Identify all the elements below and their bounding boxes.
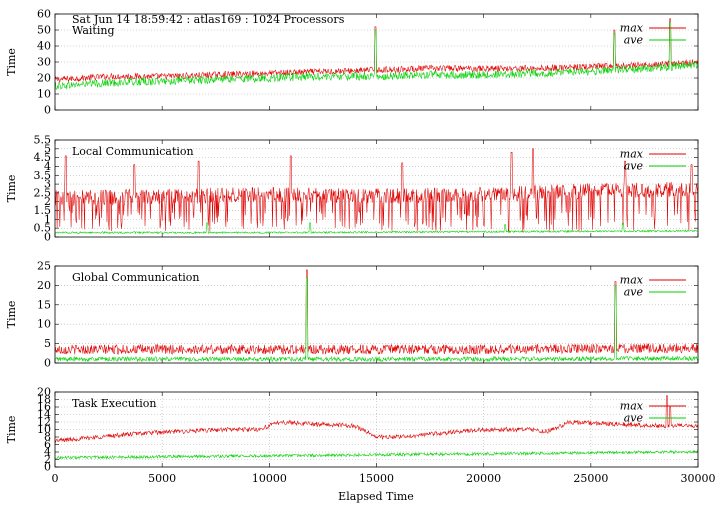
plot-frame (54, 265, 699, 364)
legend-label-ave: ave (624, 286, 644, 299)
legend-label-max: max (620, 400, 644, 413)
y-axis-label: Time (5, 175, 18, 203)
y-tick-label: 3.5 (34, 169, 52, 182)
legend-label-ave: ave (624, 34, 644, 47)
y-tick-label: 0 (44, 104, 51, 117)
y-tick-label: 30 (37, 56, 51, 69)
plot-frame (54, 139, 699, 238)
series-line-max (54, 395, 699, 443)
x-tick-label: 10000 (252, 472, 287, 485)
y-tick-label: 10 (37, 88, 51, 101)
series-line-ave (54, 222, 699, 235)
y-tick-label: 5 (44, 337, 51, 350)
panel-1: 00.511.522.533.544.555.5 Time Local Commun… (5, 134, 699, 244)
legend-label-max: max (620, 148, 644, 161)
y-tick-label: 3 (44, 178, 51, 191)
y-tick-label: 2 (44, 453, 51, 466)
panel-title: Waiting (72, 24, 115, 37)
y-tick-label: 20 (37, 72, 51, 85)
panel-title: Task Execution (72, 397, 156, 410)
legend-label-max: max (620, 22, 644, 35)
y-tick-label: 5 (44, 142, 51, 155)
x-tick-label: 25000 (573, 472, 608, 485)
y-tick-label: 60 (37, 8, 51, 21)
y-axis-label: Time (5, 416, 18, 444)
x-tick-label: 15000 (359, 472, 394, 485)
y-tick-label: 6 (44, 438, 51, 451)
y-tick-label: 10 (37, 318, 51, 331)
y-tick-label: 12 (37, 416, 51, 429)
series-line-ave (54, 277, 699, 363)
series-line-max (54, 269, 699, 355)
y-tick-label: 25 (37, 260, 51, 273)
y-tick-label: 8 (44, 431, 51, 444)
y-tick-label: 0 (44, 357, 51, 370)
series-line-ave (54, 21, 699, 90)
y-axis-label: Time (5, 301, 18, 329)
legend-label-max: max (620, 274, 644, 287)
y-tick-label: 0 (44, 231, 51, 244)
plot-frame (54, 391, 699, 468)
y-tick-label: 50 (37, 24, 51, 37)
x-tick-label: 20000 (466, 472, 501, 485)
y-tick-label: 0 (44, 461, 51, 474)
y-tick-label: 14 (37, 408, 51, 421)
panel-title: Global Communication (72, 271, 200, 284)
plot-frame (54, 13, 699, 111)
y-tick-label: 1.5 (34, 204, 52, 217)
y-tick-label: 10 (37, 423, 51, 436)
y-tick-label: 40 (37, 40, 51, 53)
y-tick-label: 0.5 (34, 222, 52, 235)
y-tick-label: 1 (44, 213, 51, 226)
x-axis-label: Elapsed Time (338, 490, 414, 503)
y-tick-label: 5.5 (34, 134, 52, 147)
x-tick-label: 0 (52, 472, 59, 485)
y-axis-label: Time (5, 48, 18, 76)
y-tick-label: 2 (44, 195, 51, 208)
y-tick-label: 18 (37, 393, 51, 406)
header-title: Sat Jun 14 18:59:42 : atlas169 : 1024 Pr… (72, 13, 345, 26)
y-tick-label: 16 (37, 401, 51, 414)
y-tick-label: 2.5 (34, 186, 52, 199)
y-tick-label: 15 (37, 298, 51, 311)
y-tick-label: 4.5 (34, 151, 52, 164)
x-tick-label: 30000 (681, 472, 716, 485)
y-tick-label: 4 (44, 446, 51, 459)
panel-title: Local Communication (72, 145, 194, 158)
legend-label-ave: ave (624, 412, 644, 425)
y-tick-label: 20 (37, 386, 51, 399)
y-tick-label: 20 (37, 279, 51, 292)
legend-label-ave: ave (624, 160, 644, 173)
series-line-max (54, 148, 699, 233)
y-tick-label: 4 (44, 160, 51, 173)
x-tick-label: 5000 (148, 472, 176, 485)
series-line-ave (54, 449, 699, 460)
